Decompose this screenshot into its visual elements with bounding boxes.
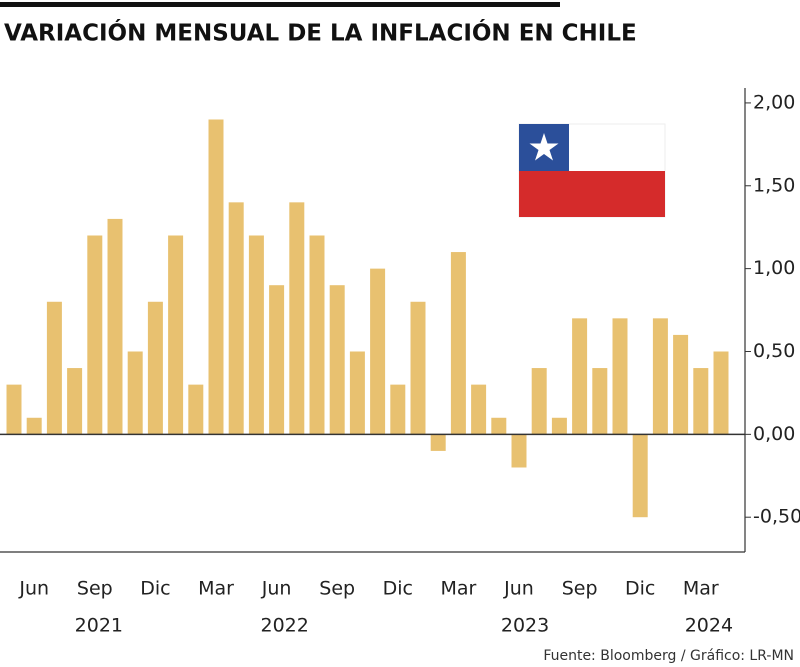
bar	[6, 384, 22, 435]
bar	[612, 318, 628, 435]
bar	[26, 417, 42, 435]
bar	[450, 252, 466, 435]
year-label: 2022	[261, 615, 309, 637]
chart-title: VARIACIÓN MENSUAL DE LA INFLACIÓN EN CHI…	[4, 19, 637, 47]
x-tick-label: Dic	[140, 578, 170, 600]
y-tick-label: 1,50	[753, 174, 795, 196]
bar	[168, 235, 184, 435]
x-tick-label: Dic	[625, 578, 655, 600]
y-tick-label: 2,00	[753, 91, 795, 113]
bar	[673, 334, 689, 435]
bar	[531, 368, 547, 435]
source: Fuente: Bloomberg / Gráfico: LR-MN	[543, 648, 794, 664]
bar	[46, 301, 62, 435]
bar	[269, 285, 285, 435]
x-tick-label: Jun	[18, 578, 49, 600]
bar	[693, 368, 709, 435]
x-tick-label: Sep	[77, 578, 113, 600]
bar	[471, 384, 487, 435]
bar	[430, 434, 446, 451]
bar	[107, 218, 123, 435]
bar	[127, 351, 143, 435]
bar	[67, 368, 83, 435]
bar	[652, 318, 668, 435]
x-tick-label: Mar	[683, 578, 719, 600]
year-label: 2023	[501, 615, 549, 637]
flag	[518, 123, 666, 218]
year-label: 2024	[685, 615, 733, 637]
bar	[713, 351, 729, 435]
x-tick-label: Mar	[440, 578, 476, 600]
x-tick-label: Jun	[261, 578, 292, 600]
bar	[208, 119, 224, 435]
bar	[551, 417, 567, 435]
bar	[410, 301, 426, 435]
bar	[572, 318, 588, 435]
bar	[511, 434, 527, 468]
y-tick-label: 1,00	[753, 257, 795, 279]
bar	[248, 235, 264, 435]
y-tick-label: 0,50	[753, 340, 795, 362]
bar	[329, 285, 345, 435]
bar	[309, 235, 325, 435]
x-tick-label: Dic	[383, 578, 413, 600]
bar	[228, 202, 244, 435]
y-tick-label: -0,50	[753, 506, 800, 528]
y-tick-label: 0,00	[753, 423, 795, 445]
title-bar	[0, 2, 560, 7]
bar	[370, 268, 386, 435]
bar	[289, 202, 305, 435]
year-label: 2021	[75, 615, 123, 637]
bar	[632, 434, 648, 518]
bar	[87, 235, 103, 435]
bar	[592, 368, 608, 435]
x-tick-label: Sep	[319, 578, 355, 600]
bar	[188, 384, 204, 435]
bar	[390, 384, 406, 435]
x-tick-label: Jun	[503, 578, 534, 600]
x-tick-label: Mar	[198, 578, 234, 600]
x-tick-label: Sep	[562, 578, 598, 600]
bar	[349, 351, 365, 435]
bar	[147, 301, 163, 435]
bar	[491, 417, 507, 435]
